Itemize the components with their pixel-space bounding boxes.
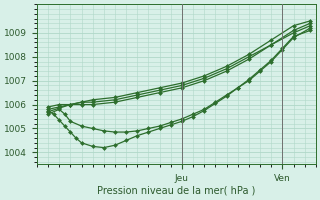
X-axis label: Pression niveau de la mer( hPa ): Pression niveau de la mer( hPa ) bbox=[97, 186, 256, 196]
